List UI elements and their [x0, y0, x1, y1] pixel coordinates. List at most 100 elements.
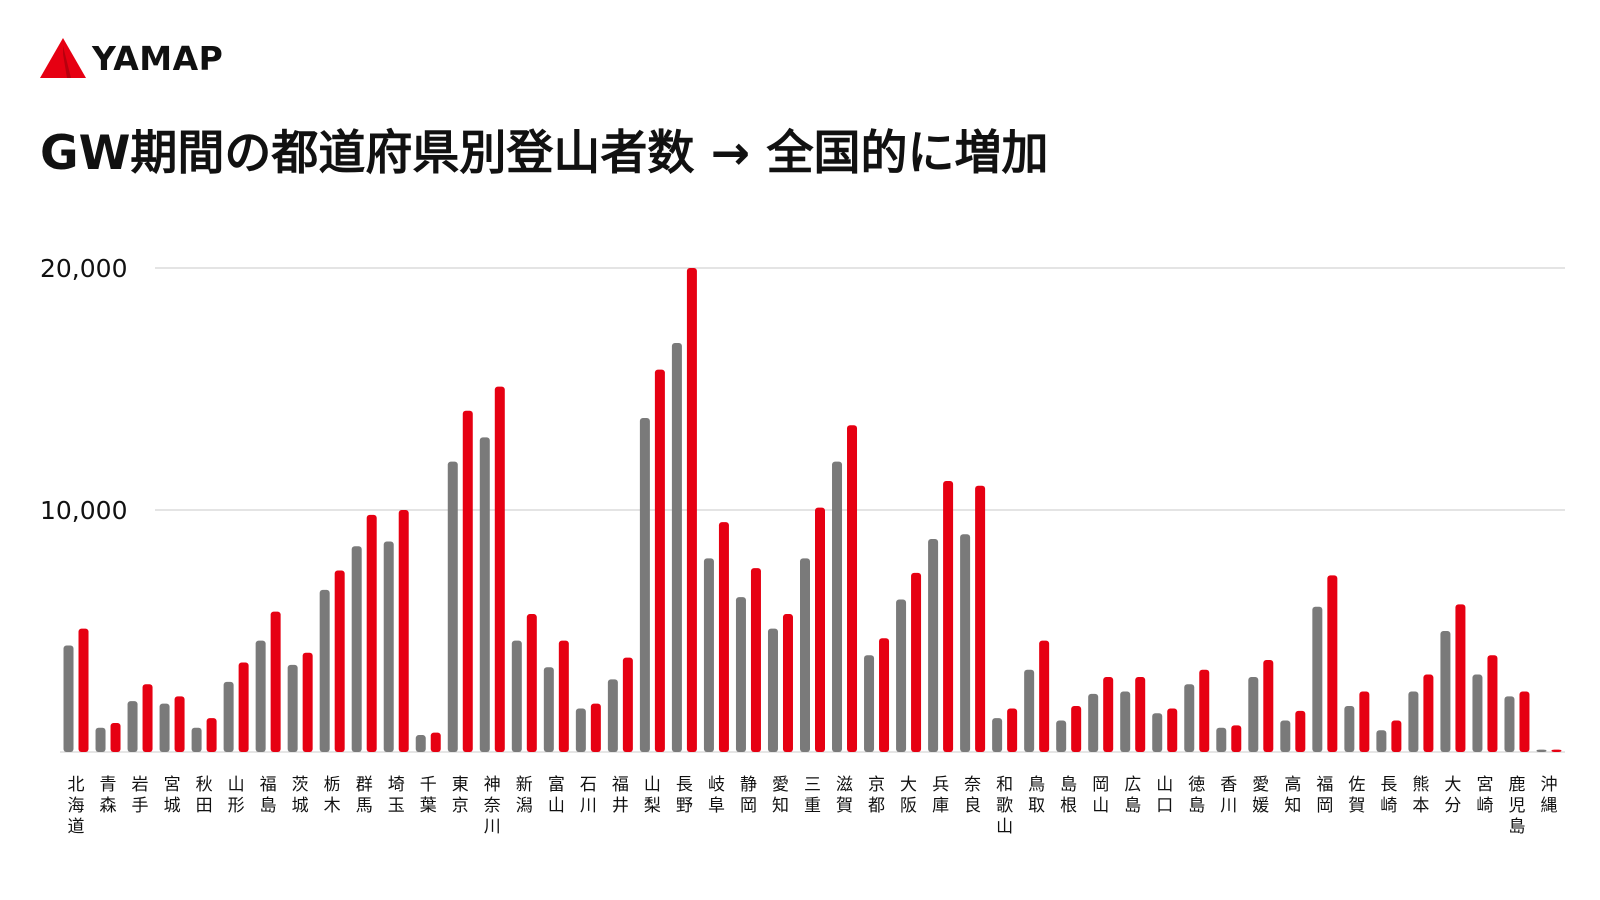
- bar-gray-栃木: [319, 589, 330, 752]
- bar-red-岩手: [142, 684, 153, 752]
- bar-red-富山: [558, 640, 569, 752]
- x-tick-label: 京都: [868, 775, 885, 816]
- x-tick-label: 奈良: [964, 775, 981, 816]
- x-tick-label: 徳島: [1188, 775, 1205, 816]
- bar-gray-広島: [1120, 691, 1131, 752]
- bar-gray-群馬: [351, 546, 362, 752]
- bar-gray-福井: [607, 679, 618, 752]
- x-tick-label: 茨城: [292, 775, 309, 816]
- bar-gray-山形: [223, 681, 234, 752]
- x-tick-label: 岡山: [1092, 775, 1109, 816]
- bar-gray-富山: [543, 667, 554, 752]
- x-tick-label: 福島: [260, 775, 277, 816]
- bar-gray-秋田: [191, 727, 202, 752]
- bar-red-埼玉: [398, 510, 409, 752]
- bar-gray-新潟: [511, 640, 522, 752]
- bar-red-広島: [1135, 676, 1146, 752]
- bar-gray-埼玉: [383, 541, 394, 752]
- bar-gray-千葉: [415, 735, 426, 752]
- x-tick-label: 沖縄: [1540, 775, 1557, 816]
- bar-gray-石川: [575, 708, 586, 752]
- bar-red-福岡: [1327, 575, 1338, 752]
- x-tick-label: 島根: [1060, 775, 1077, 816]
- bar-red-千葉: [430, 732, 441, 752]
- x-tick-label: 神奈川: [484, 775, 501, 837]
- bar-gray-佐賀: [1344, 706, 1355, 752]
- x-tick-label: 岩手: [132, 775, 149, 816]
- x-tick-label: 広島: [1124, 775, 1141, 816]
- bar-red-佐賀: [1359, 691, 1370, 752]
- bar-gray-福岡: [1312, 606, 1323, 752]
- bar-gray-愛媛: [1248, 676, 1259, 752]
- bar-red-奈良: [975, 485, 986, 752]
- y-tick-label: 10,000: [40, 496, 127, 525]
- bar-red-神奈川: [494, 386, 505, 752]
- x-tick-label: 青森: [100, 775, 117, 816]
- x-tick-label: 静岡: [740, 775, 757, 816]
- x-tick-label: 富山: [548, 775, 565, 816]
- bar-red-愛媛: [1263, 660, 1274, 752]
- x-tick-label: 三重: [804, 775, 821, 816]
- bar-red-山形: [238, 662, 249, 752]
- x-tick-label: 大阪: [900, 775, 917, 816]
- bar-red-北海道: [78, 628, 89, 752]
- x-tick-label: 千葉: [420, 775, 437, 816]
- x-tick-label: 宮城: [164, 775, 181, 816]
- bar-gray-三重: [800, 558, 810, 752]
- bar-red-滋賀: [847, 425, 858, 752]
- bar-red-三重: [815, 507, 825, 752]
- bar-red-新潟: [526, 614, 537, 752]
- brand-logo: YAMAP: [40, 38, 223, 78]
- bar-red-大分: [1455, 604, 1466, 752]
- bar-red-大阪: [911, 572, 922, 752]
- bar-gray-鹿児島: [1504, 696, 1515, 752]
- x-tick-label: 新潟: [516, 775, 533, 816]
- bar-red-長野: [686, 268, 697, 752]
- x-tick-label: 福岡: [1316, 775, 1333, 816]
- bar-red-高知: [1295, 710, 1306, 752]
- bar-gray-和歌山: [992, 718, 1003, 752]
- bar-red-岡山: [1103, 676, 1114, 752]
- brand-name: YAMAP: [92, 38, 224, 78]
- bar-gray-岡山: [1088, 693, 1099, 752]
- bar-gray-宮崎: [1472, 674, 1483, 752]
- bar-gray-長崎: [1376, 730, 1387, 752]
- bar-gray-鳥取: [1024, 669, 1035, 752]
- bar-gray-神奈川: [479, 437, 490, 752]
- mountain-logo-icon: [40, 38, 86, 78]
- x-tick-label: 石川: [580, 775, 597, 816]
- bar-red-島根: [1071, 706, 1082, 752]
- bar-red-福井: [622, 657, 633, 752]
- bar-red-徳島: [1199, 669, 1210, 752]
- chart-title: GW期間の都道府県別登山者数 → 全国的に増加: [40, 126, 1049, 181]
- bar-red-鳥取: [1039, 640, 1050, 752]
- bar-gray-岐阜: [703, 558, 714, 752]
- x-tick-label: 山形: [228, 775, 245, 816]
- x-tick-label: 鹿児島: [1508, 775, 1525, 837]
- bar-red-秋田: [206, 718, 217, 752]
- bar-gray-山口: [1152, 713, 1163, 752]
- bar-gray-静岡: [735, 597, 746, 752]
- x-tick-label: 山口: [1156, 775, 1173, 816]
- bar-red-群馬: [366, 514, 377, 752]
- bar-red-青森: [110, 722, 121, 752]
- x-tick-label: 福井: [612, 775, 629, 816]
- bar-red-石川: [590, 703, 601, 752]
- x-tick-label: 秋田: [196, 775, 213, 816]
- x-tick-label: 愛媛: [1252, 775, 1269, 816]
- bar-gray-香川: [1216, 727, 1227, 752]
- bar-gray-茨城: [287, 664, 298, 752]
- bar-red-鹿児島: [1519, 691, 1530, 752]
- bar-gray-北海道: [63, 645, 74, 752]
- x-tick-label: 栃木: [324, 775, 341, 816]
- x-tick-label: 長野: [676, 775, 693, 816]
- x-tick-label: 高知: [1284, 775, 1301, 816]
- bar-gray-京都: [864, 655, 875, 752]
- x-tick-label: 鳥取: [1028, 775, 1045, 816]
- bar-red-宮城: [174, 696, 185, 752]
- bar-red-和歌山: [1007, 708, 1018, 752]
- x-tick-label: 佐賀: [1348, 775, 1365, 816]
- bar-red-沖縄: [1551, 749, 1562, 752]
- bar-red-岐阜: [718, 522, 729, 752]
- bar-gray-熊本: [1408, 691, 1419, 752]
